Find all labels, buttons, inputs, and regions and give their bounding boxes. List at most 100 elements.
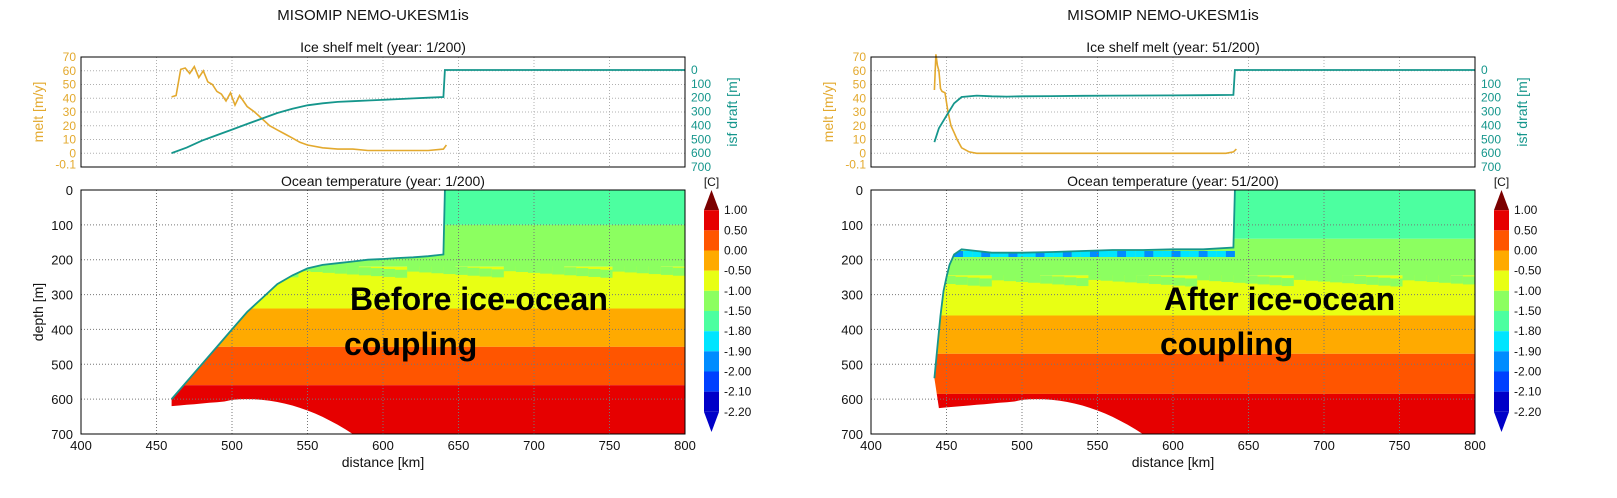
melt-right-tick: 600 [691, 146, 711, 160]
temp-draft-line [170, 189, 446, 400]
temp-cell [431, 265, 444, 274]
temp-cell [117, 265, 129, 273]
temp-cell [1342, 275, 1355, 284]
temp-xtick: 700 [523, 438, 545, 453]
colorbar-label: -1.00 [1514, 284, 1542, 298]
colorbar-label: -0.50 [1514, 264, 1542, 278]
cold-layer-cell [972, 251, 982, 257]
temp-cell [171, 268, 178, 277]
temp-cell [274, 268, 287, 277]
temp-cell [895, 273, 907, 281]
temp-cell [503, 263, 516, 272]
temp-cell [564, 267, 577, 276]
temp-cell [479, 268, 492, 277]
colorbar-label: -1.80 [1514, 324, 1542, 338]
temp-cell [1088, 271, 1101, 280]
temp-cell [1028, 274, 1041, 283]
colorbar-label: 1.00 [1514, 203, 1538, 217]
melt-right-tick: 500 [691, 132, 711, 146]
temp-cell [370, 268, 383, 277]
melt-title: Ice shelf melt (year: 1/200) [300, 39, 466, 55]
temp-xtick: 450 [936, 438, 958, 453]
colorbar-label: 0.00 [1514, 244, 1538, 258]
cold-layer-cell [1089, 251, 1100, 257]
temp-cell [1209, 273, 1222, 282]
colorbar-bottom-arrow [1494, 411, 1509, 432]
temp-xtick: 750 [599, 438, 621, 453]
cold-layer-cell [954, 251, 964, 257]
temp-cell [955, 276, 968, 285]
colorbar-swatch [1494, 371, 1509, 392]
colorbar-swatch [704, 210, 719, 231]
cold-layer-cell [1171, 251, 1181, 257]
temp-cell [1221, 273, 1234, 282]
temp-cell [660, 266, 673, 275]
colorbar-swatch [1494, 230, 1509, 251]
colorbar-top-arrow [704, 190, 719, 211]
temp-xtick: 800 [1464, 438, 1486, 453]
temp-cell [1450, 275, 1463, 284]
cold-layer-cell [1216, 251, 1226, 257]
panel-after: MISOMIP NEMO-UKESM1is Ice shelf melt (yea… [820, 7, 1542, 470]
melt-frame [870, 56, 1476, 168]
temp-cell [1257, 276, 1270, 285]
temp-cell [177, 268, 190, 277]
temp-cell [1160, 276, 1173, 285]
temp-xtick: 800 [674, 438, 696, 453]
temp-cell [612, 263, 625, 272]
draft-series-line [171, 69, 685, 154]
colorbar-label: -1.90 [724, 344, 752, 358]
temp-ytick: 500 [841, 357, 863, 372]
temp-cell [238, 266, 251, 275]
temp-cell [419, 264, 432, 273]
temp-xtick: 550 [297, 438, 319, 453]
temp-cell [934, 275, 944, 284]
colorbar-unit: [C] [704, 175, 719, 189]
melt-left-tick: 50 [853, 78, 867, 92]
colorbar-swatch [1494, 210, 1509, 231]
temp-cell [1330, 274, 1343, 283]
temp-cell [201, 263, 214, 272]
melt-left-tick: 0 [859, 146, 866, 160]
temp-cell [455, 266, 468, 275]
colorbar-label: -2.00 [724, 365, 752, 379]
temp-xtick: 600 [1162, 438, 1184, 453]
cold-layer-cell [1044, 251, 1054, 257]
temp-cell [1390, 278, 1403, 287]
temp-xtick: 600 [372, 438, 394, 453]
temp-cell [943, 276, 956, 285]
temp-cell [395, 269, 408, 278]
temp-cell [1366, 276, 1379, 285]
colorbar-swatch [704, 371, 719, 392]
temp-title: Ocean temperature (year: 1/200) [281, 173, 485, 189]
melt-ylabel: melt [m/y] [820, 82, 836, 143]
colorbar-swatch [1494, 331, 1509, 352]
temp-ytick: 700 [841, 427, 863, 442]
temp-xtick: 750 [1389, 438, 1411, 453]
suptitle: MISOMIP NEMO-UKESM1is [277, 7, 468, 24]
colorbar: [C] 1.00 0.50 0.00 -0.50 -1.00 -1.50 -1.80 -1.90… [704, 175, 752, 432]
melt-left-tick: 10 [853, 133, 867, 147]
temp-xtick: 700 [1313, 438, 1335, 453]
temp-title: Ocean temperature (year: 51/200) [1067, 173, 1279, 189]
melt-right-tick: 0 [691, 63, 698, 77]
melt-right-tick: 100 [691, 77, 711, 91]
temp-cell [883, 272, 895, 280]
temp-ytick: 100 [51, 218, 73, 233]
temp-cell [672, 267, 685, 276]
overlay-line-1: Before ice-ocean [350, 281, 608, 317]
melt-right-tick: 300 [691, 105, 711, 119]
colorbar-swatch [704, 351, 719, 372]
temp-cell [1402, 272, 1415, 281]
temp-cell [979, 278, 992, 287]
colorbar-swatch [704, 331, 719, 352]
temp-cell [443, 266, 456, 275]
cold-layer-cell [1153, 251, 1163, 257]
temp-xtick: 650 [448, 438, 470, 453]
cold-layer-cell [1198, 251, 1208, 257]
temp-ytick: 0 [66, 183, 73, 198]
temp-band [934, 315, 1475, 354]
melt-ylabel: melt [m/y] [30, 82, 46, 143]
cold-layer-cell [1071, 251, 1081, 257]
temp-cell [907, 274, 919, 282]
